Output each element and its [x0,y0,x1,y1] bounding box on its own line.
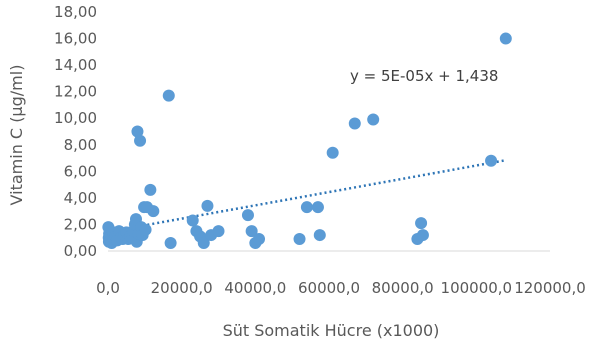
data-point [144,183,157,196]
data-point [139,223,152,236]
y-tick-label: 8,00 [64,136,97,154]
trendline [107,158,507,234]
y-tick-label: 18,00 [54,3,97,21]
y-axis-ticks: 0,00 2,00 4,00 6,00 8,00 10,00 12,00 14,00 16,00… [54,3,97,260]
data-point [313,229,326,242]
data-point [147,205,160,218]
x-tick-label: 100000,0 [441,279,513,297]
data-point [311,201,324,214]
data-point [499,32,512,45]
y-tick-label: 2,00 [64,215,97,233]
data-point [134,134,147,147]
x-tick-label: 80000,0 [372,279,434,297]
data-point [186,214,199,227]
data-point [131,125,144,138]
x-tick-label: 120000,0 [514,279,586,297]
data-point [293,233,306,246]
data-point [348,117,361,130]
x-tick-label: 60000,0 [298,279,360,297]
data-points [102,32,512,250]
data-point [245,225,258,238]
data-point [162,89,175,102]
data-point [197,237,210,250]
y-tick-label: 4,00 [64,189,97,207]
y-axis-title: Vitamin C (µg/ml) [7,65,26,206]
data-point [416,229,429,242]
data-point [300,201,313,214]
y-tick-label: 12,00 [54,83,97,101]
data-point [326,146,339,159]
data-point [212,225,225,238]
y-tick-label: 16,00 [54,30,97,48]
data-point [201,199,214,212]
y-tick-label: 14,00 [54,56,97,74]
x-axis-title: Süt Somatik Hücre (x1000) [223,321,440,340]
y-tick-label: 0,00 [64,242,97,260]
y-tick-label: 6,00 [64,162,97,180]
x-tick-label: 40000,0 [224,279,286,297]
trendline-equation: y = 5E-05x + 1,438 [350,67,498,85]
x-axis-ticks: 0,0 20000,0 40000,0 60000,0 80000,0 100000,0 1… [96,279,586,297]
data-point [367,113,380,126]
data-point [253,233,266,246]
data-point [415,217,428,230]
data-point [485,154,498,167]
data-point [164,237,177,250]
x-tick-label: 0,0 [96,279,120,297]
y-tick-label: 10,00 [54,109,97,127]
data-point [241,209,254,222]
x-tick-label: 20000,0 [151,279,213,297]
trendline-group [107,158,507,234]
